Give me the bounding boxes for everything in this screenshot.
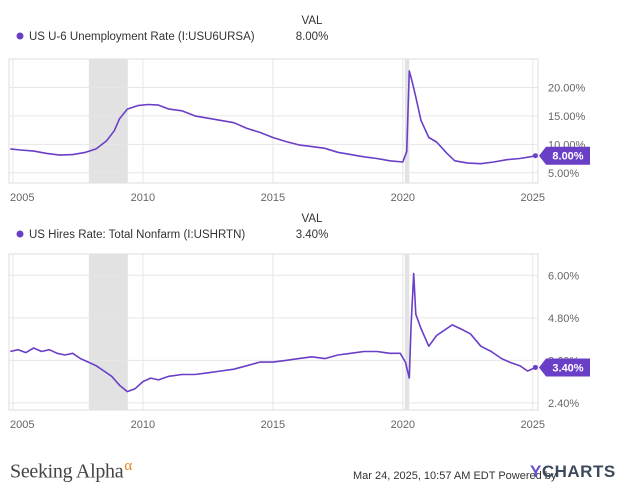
timestamp: Mar 24, 2025, 10:57 AM EDT Powered by	[353, 470, 556, 482]
recession-band	[88, 254, 128, 410]
recession-band	[404, 254, 410, 410]
x-tick-label: 2020	[391, 192, 415, 204]
series-end-point	[532, 153, 538, 159]
y-tick-label: 5.00%	[548, 168, 579, 180]
value-column-header: VAL	[302, 213, 323, 225]
legend-value: 3.40%	[296, 229, 329, 241]
ycharts-name: CHARTS	[541, 462, 616, 481]
x-tick-label: 2020	[391, 419, 415, 431]
seeking-alpha-logo: Seeking Alphaα	[10, 458, 132, 484]
x-tick-label: 2005	[10, 192, 34, 204]
series-line	[10, 70, 536, 165]
chart-panel-1: VAL US U-6 Unemployment Rate (I:USU6URSA)…	[8, 15, 590, 204]
brand-name: Seeking Alpha	[10, 460, 124, 483]
y-tick-label: 15.00%	[548, 111, 586, 123]
y-tick-label: 20.00%	[548, 82, 586, 94]
legend-marker	[16, 32, 24, 40]
legend-label: US Hires Rate: Total Nonfarm (I:USHRTN)	[29, 229, 245, 241]
powered-by-label: Powered by	[498, 470, 557, 482]
ycharts-logo: YCHARTS	[530, 462, 616, 482]
value-tag-label: 8.00%	[552, 151, 583, 163]
ycharts-y-mark: Y	[530, 462, 542, 481]
value-column-header: VAL	[302, 15, 323, 27]
recession-band	[88, 59, 128, 183]
legend-label: US U-6 Unemployment Rate (I:USU6URSA)	[29, 31, 255, 43]
y-tick-label: 2.40%	[548, 398, 579, 410]
x-tick-label: 2005	[10, 419, 34, 431]
legend-value: 8.00%	[296, 31, 329, 43]
plot-frame	[8, 253, 539, 411]
y-tick-label: 6.00%	[548, 270, 579, 282]
x-tick-label: 2015	[261, 419, 285, 431]
x-tick-label: 2015	[261, 192, 285, 204]
chart-panel-2: VAL US Hires Rate: Total Nonfarm (I:USHRT…	[8, 213, 590, 431]
legend-marker	[16, 230, 24, 238]
value-tag	[539, 358, 590, 377]
series-line	[10, 272, 536, 393]
plot-frame	[8, 58, 539, 184]
x-tick-label: 2010	[131, 192, 155, 204]
x-tick-label: 2010	[131, 419, 155, 431]
x-tick-label: 2025	[521, 419, 545, 431]
timestamp-value: Mar 24, 2025, 10:57 AM EDT	[353, 470, 496, 482]
value-tag	[539, 146, 590, 165]
x-tick-label: 2025	[521, 192, 545, 204]
alpha-mark: α	[124, 458, 132, 474]
y-tick-label: 4.80%	[548, 313, 579, 325]
series-end-point	[532, 364, 538, 370]
value-tag-label: 3.40%	[552, 362, 583, 374]
